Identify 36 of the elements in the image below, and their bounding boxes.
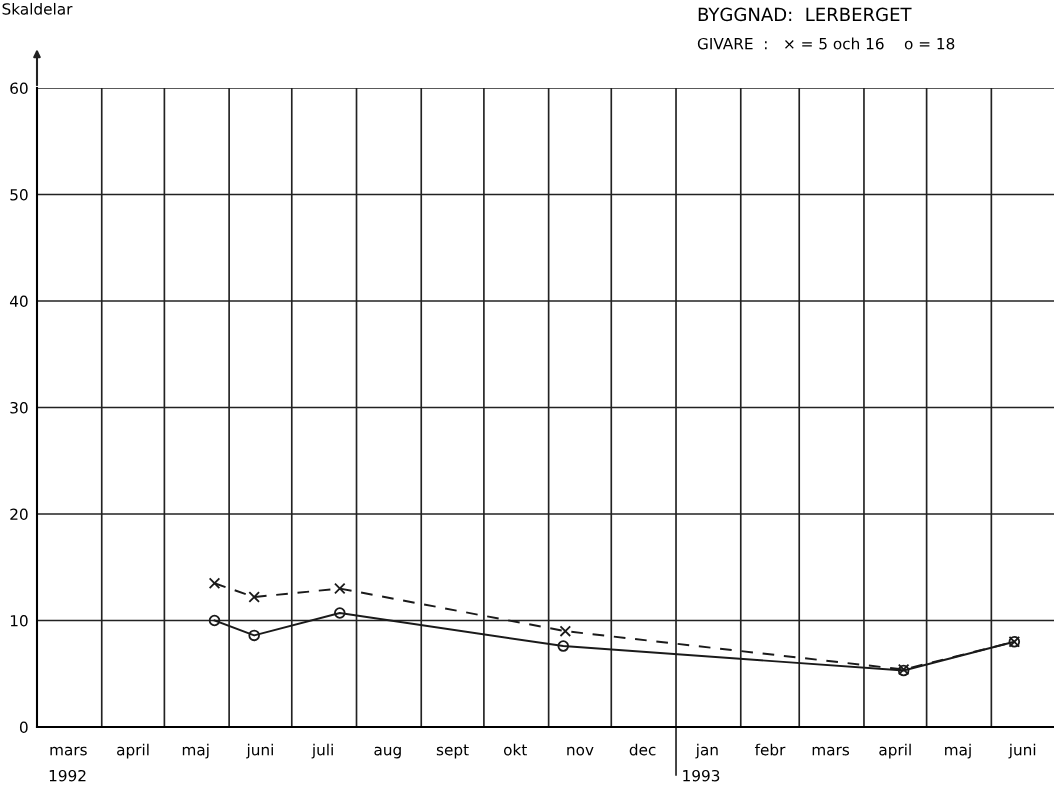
x-tick-label: juni [1008,743,1036,759]
point [248,591,260,603]
x-tick-label: okt [503,743,527,756]
point [559,625,572,637]
point [208,577,221,589]
x-tick-label: juni [246,743,273,759]
point [334,607,346,619]
x-tick-label: mars [812,746,850,756]
point [208,614,221,627]
chart-title: BYGGNAD: LERBERGET [698,7,912,22]
y-tick-label: 0 [19,721,28,734]
y-tick-label: 60 [10,82,28,95]
x-tick-label: maj [182,743,209,759]
y-tick-label: 30 [10,401,28,414]
x-tick-label: april [879,743,911,759]
x-tick-label: aug [374,746,401,759]
point [334,582,346,595]
x-tick-label: dec [629,743,656,756]
text: 1993 [683,769,720,782]
x-tick-label: sept [436,744,469,759]
point [248,629,260,642]
x-tick-label: april [117,743,149,759]
x-tick-label: mars [50,746,87,756]
x-tick-label: juli [311,743,333,759]
point [557,640,570,652]
y-tick-label: 20 [10,508,28,521]
text: 1992 [49,769,86,782]
y-tick-label: 50 [10,188,28,201]
chart-subtitle: GIVARE : × = 5 och 16 o = 18 [697,37,955,50]
x-tick-label: jan [695,743,718,759]
y-tick-label: 40 [9,295,28,308]
y-tick-label: 10 [10,614,28,627]
y-axis-title: Skaldelar [2,2,73,15]
x-tick-label: maj [945,743,971,759]
x-tick-label: nov [567,746,594,756]
x-tick-label: febr [754,743,786,756]
